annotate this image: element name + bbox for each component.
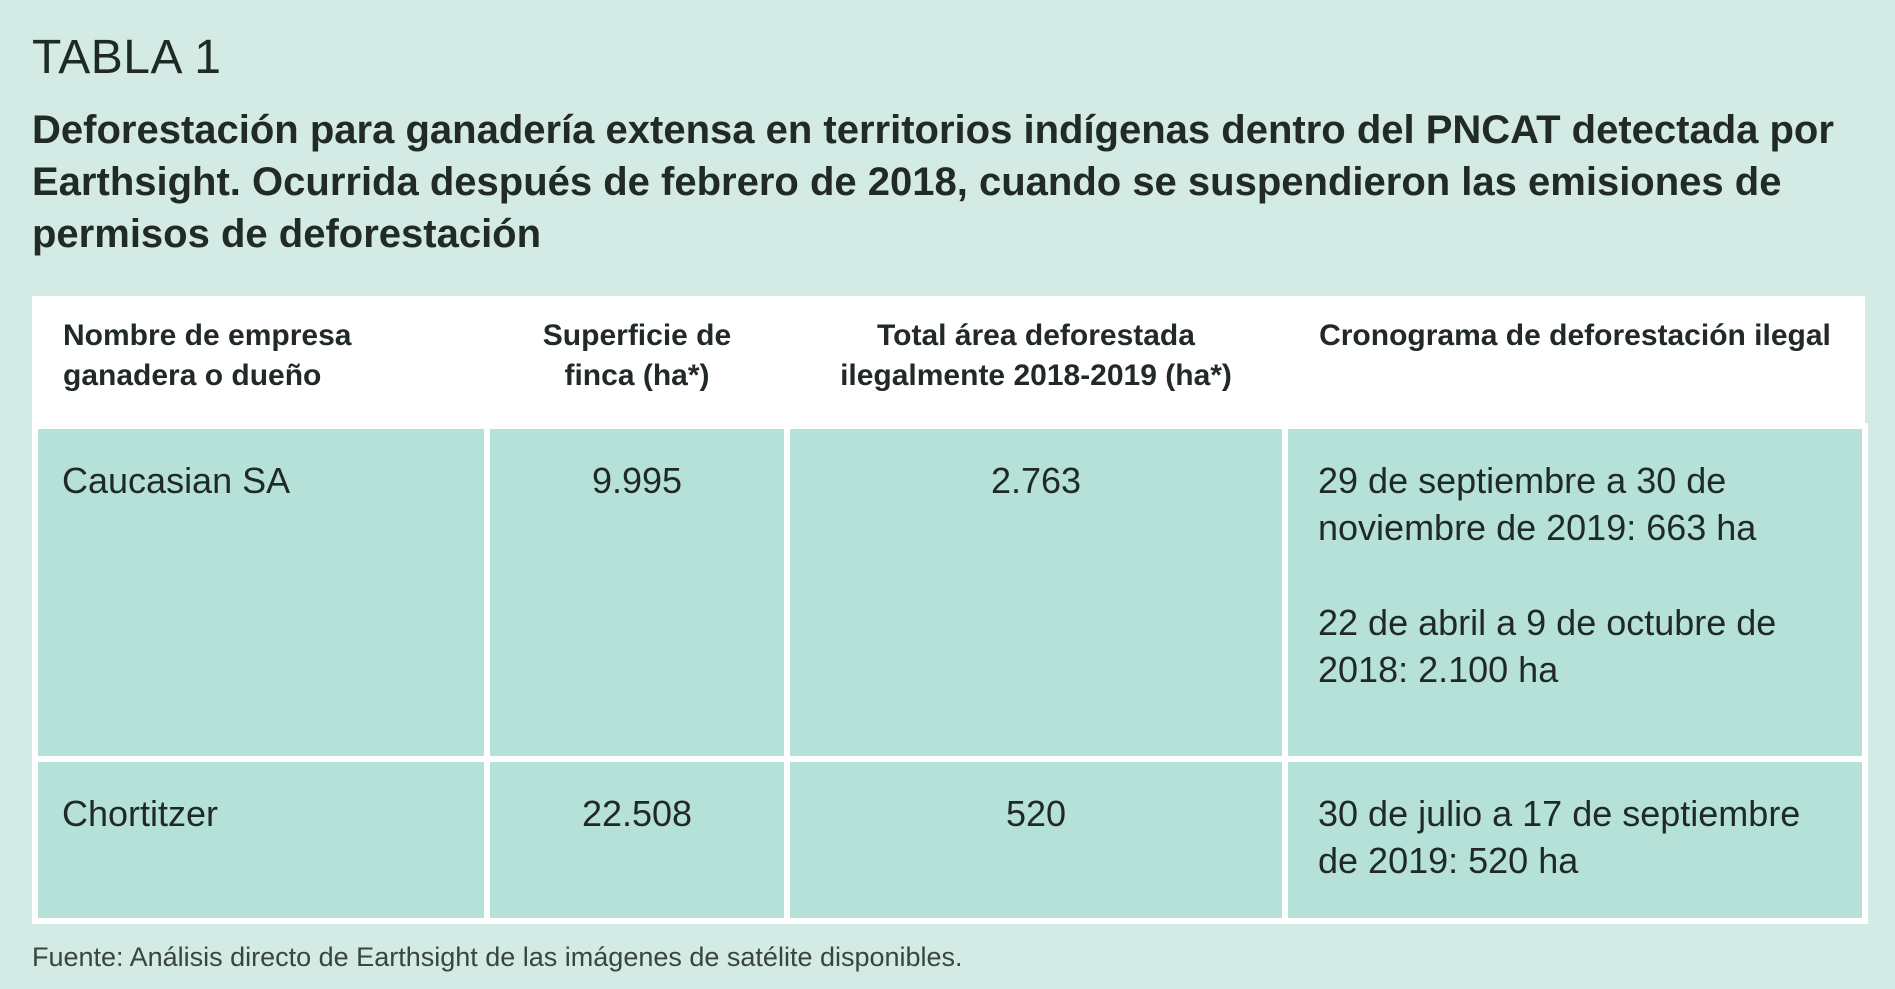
cell-owner: Caucasian SA	[32, 422, 490, 763]
cell-schedule: 29 de septiembre a 30 de noviembre de 20…	[1282, 422, 1868, 763]
cell-deforested-area: 2.763	[784, 422, 1288, 763]
header-schedule: Cronograma de deforestación ilegal	[1285, 296, 1865, 426]
header-farm-area: Superficie de finca (ha*)	[487, 296, 787, 426]
schedule-entry: 22 de abril a 9 de octubre de 2018: 2.10…	[1318, 602, 1777, 690]
cell-owner: Chortitzer	[32, 756, 490, 924]
cell-schedule: 30 de julio a 17 de septiembre de 2019: …	[1282, 756, 1868, 924]
table-row: Chortitzer 22.508 520 30 de julio a 17 d…	[32, 756, 1868, 924]
cell-farm-area: 22.508	[484, 756, 790, 924]
source-note: Fuente: Análisis directo de Earthsight d…	[32, 942, 963, 972]
cell-farm-area: 9.995	[484, 422, 790, 763]
schedule-entry: 29 de septiembre a 30 de noviembre de 20…	[1318, 460, 1757, 548]
header-deforested-area: Total área deforestada ilegalmente 2018-…	[787, 296, 1285, 426]
data-table: Nombre de empresa ganadera o dueño Super…	[32, 296, 1868, 924]
table-row: Caucasian SA 9.995 2.763 29 de septiembr…	[32, 422, 1868, 763]
table-label: TABLA 1	[32, 31, 222, 84]
table-header-row: Nombre de empresa ganadera o dueño Super…	[35, 296, 1865, 426]
header-owner: Nombre de empresa ganadera o dueño	[35, 296, 487, 426]
schedule-entry: 30 de julio a 17 de septiembre de 2019: …	[1318, 793, 1801, 882]
cell-deforested-area: 520	[784, 756, 1288, 924]
table-title: Deforestación para ganadería extensa en …	[32, 108, 1834, 256]
